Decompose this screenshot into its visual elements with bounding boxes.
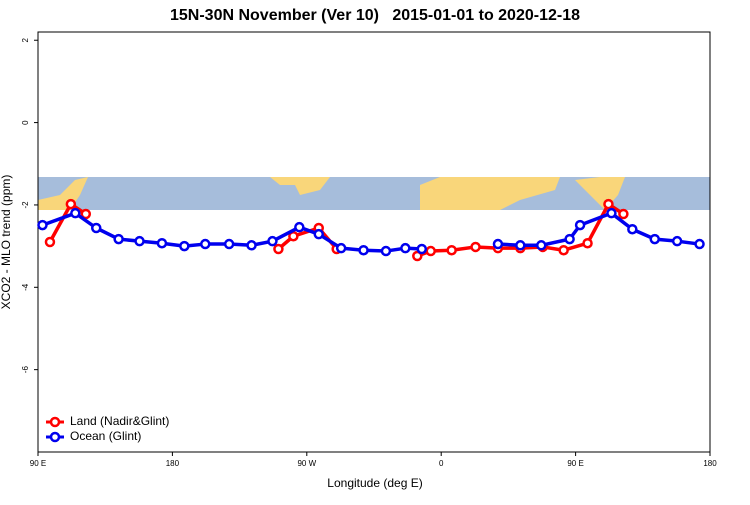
data-point xyxy=(70,207,81,219)
data-point xyxy=(44,236,56,248)
data-point xyxy=(574,219,586,231)
data-point xyxy=(134,235,145,247)
y-tick-label: 2 xyxy=(21,37,30,42)
y-tick-label: -6 xyxy=(21,366,30,374)
data-point xyxy=(223,238,235,250)
chart-title: 15N-30N November (Ver 10) 2015-01-01 to … xyxy=(170,7,580,24)
legend-label: Ocean (Glint) xyxy=(70,429,141,443)
data-point xyxy=(313,228,324,240)
data-point xyxy=(90,222,102,234)
x-tick-label: 0 xyxy=(439,459,444,468)
x-tick-label: 180 xyxy=(703,459,717,468)
data-point xyxy=(80,208,92,220)
data-point xyxy=(694,238,705,250)
data-point xyxy=(400,242,411,254)
data-point xyxy=(671,235,683,247)
data-point xyxy=(515,240,526,251)
legend-marker xyxy=(49,431,61,443)
data-point xyxy=(65,198,77,210)
data-point xyxy=(294,221,305,233)
data-point xyxy=(603,198,614,210)
data-point xyxy=(200,238,211,250)
y-tick-label: -2 xyxy=(21,201,30,209)
legend-marker xyxy=(49,416,61,428)
data-point xyxy=(156,237,168,249)
legend-label: Land (Nadir&Glint) xyxy=(70,414,169,428)
data-point xyxy=(606,207,617,219)
data-point xyxy=(446,244,457,256)
data-point xyxy=(492,238,504,250)
data-point xyxy=(113,233,124,245)
data-point xyxy=(618,208,629,220)
data-point xyxy=(179,240,190,252)
data-point xyxy=(267,235,278,247)
data-point xyxy=(246,240,257,251)
y-axis-label: XCO2 - MLO trend (ppm) xyxy=(0,175,13,310)
data-point xyxy=(335,242,347,254)
data-point xyxy=(273,243,284,255)
y-tick-label: 0 xyxy=(21,120,30,125)
data-point xyxy=(558,244,569,256)
x-tick-label: 90 E xyxy=(30,459,46,468)
x-axis-label: Longitude (deg E) xyxy=(327,476,422,490)
data-point xyxy=(536,240,547,251)
data-point xyxy=(627,223,638,235)
plot-frame xyxy=(37,31,711,453)
data-point xyxy=(412,250,423,262)
data-point xyxy=(380,245,392,257)
data-point xyxy=(470,241,481,253)
data-point xyxy=(358,244,369,256)
data-point xyxy=(37,219,48,231)
data-point xyxy=(425,245,436,257)
map-background xyxy=(38,177,710,210)
data-point xyxy=(582,237,593,249)
data-point xyxy=(649,233,660,245)
x-tick-label: 180 xyxy=(166,459,180,468)
data-point xyxy=(416,243,428,255)
y-tick-label: -4 xyxy=(21,283,30,291)
data-point xyxy=(564,233,575,245)
x-tick-label: 90 W xyxy=(297,459,316,468)
x-tick-label: 90 E xyxy=(567,459,583,468)
